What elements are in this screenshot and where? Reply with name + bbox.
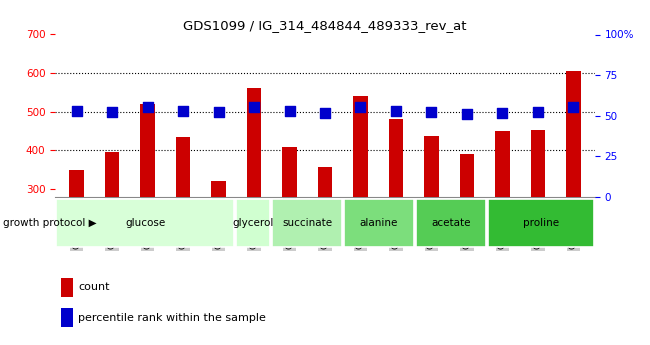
Text: proline: proline xyxy=(523,218,559,228)
Bar xyxy=(344,199,414,247)
Bar xyxy=(247,88,261,197)
Bar xyxy=(105,152,119,197)
Point xyxy=(356,105,366,110)
Point xyxy=(284,108,294,114)
Bar xyxy=(460,154,474,197)
Point xyxy=(72,108,82,114)
Text: percentile rank within the sample: percentile rank within the sample xyxy=(78,313,266,323)
Text: succinate: succinate xyxy=(282,218,332,228)
Point xyxy=(391,108,401,114)
Bar xyxy=(488,199,594,247)
Point xyxy=(142,105,153,110)
Text: glucose: glucose xyxy=(125,218,165,228)
Bar xyxy=(56,199,235,247)
Point xyxy=(213,110,224,115)
Point xyxy=(107,110,117,115)
Bar xyxy=(282,147,296,197)
Point xyxy=(462,111,472,117)
Bar xyxy=(389,119,403,197)
Point xyxy=(533,110,543,115)
Text: glycerol: glycerol xyxy=(233,218,274,228)
Text: count: count xyxy=(78,283,109,293)
Point xyxy=(178,108,188,114)
Text: alanine: alanine xyxy=(359,218,398,228)
Bar xyxy=(531,130,545,197)
Point xyxy=(249,105,259,110)
Bar xyxy=(236,199,270,247)
Title: GDS1099 / IG_314_484844_489333_rev_at: GDS1099 / IG_314_484844_489333_rev_at xyxy=(183,19,467,32)
Bar xyxy=(140,104,155,197)
Bar xyxy=(318,167,332,197)
Text: acetate: acetate xyxy=(431,218,471,228)
Bar xyxy=(60,278,73,297)
Point xyxy=(426,110,437,115)
Bar xyxy=(272,199,343,247)
Text: growth protocol ▶: growth protocol ▶ xyxy=(3,218,97,228)
Bar xyxy=(495,131,510,197)
Point xyxy=(568,105,578,110)
Bar xyxy=(415,199,486,247)
Point xyxy=(497,110,508,116)
Point xyxy=(320,110,330,116)
Bar xyxy=(176,137,190,197)
Bar xyxy=(354,96,368,197)
Bar xyxy=(211,181,226,197)
Bar xyxy=(70,170,84,197)
Bar xyxy=(60,308,73,327)
Bar xyxy=(566,71,580,197)
Bar xyxy=(424,136,439,197)
